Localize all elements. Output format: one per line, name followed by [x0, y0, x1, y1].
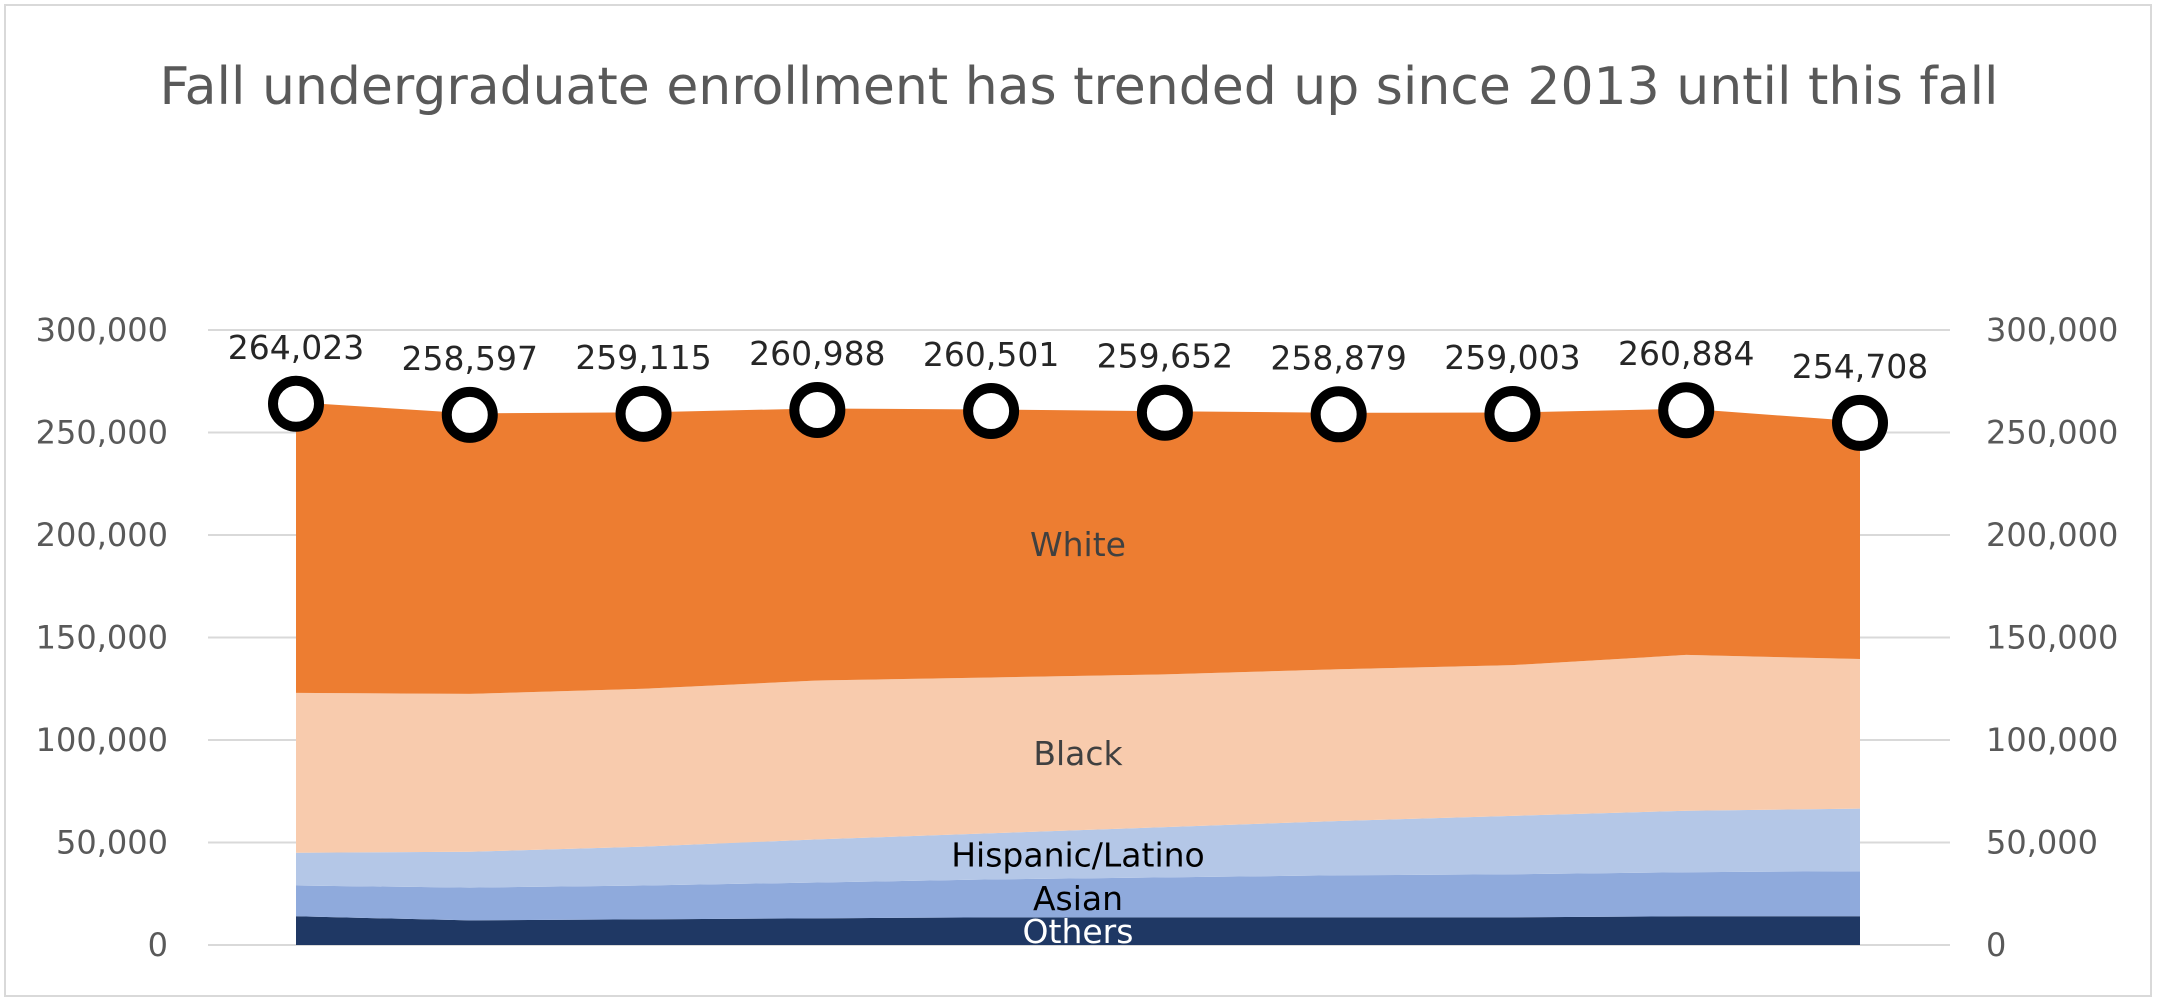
total-series-line [295, 402, 1861, 425]
y-tick-label-left: 50,000 [56, 824, 168, 862]
y-tick-label-left: 250,000 [36, 414, 168, 452]
total-marker [789, 381, 846, 438]
total-data-label: 259,115 [575, 338, 711, 377]
stacked-areas [296, 403, 1860, 945]
y-tick-label-right: 50,000 [1986, 824, 2098, 862]
y-tick-label-left: 0 [148, 926, 168, 964]
y-tick-label-right: 100,000 [1986, 721, 2118, 759]
total-marker [963, 382, 1020, 439]
area-hispanic-latino [296, 808, 1860, 888]
chart-title: Fall undergraduate enrollment has trende… [159, 57, 1999, 117]
total-marker [1658, 382, 1715, 439]
total-marker [268, 375, 324, 432]
total-data-label: 259,003 [1444, 338, 1580, 377]
y-tick-label-left: 100,000 [36, 721, 168, 759]
total-marker [1484, 386, 1541, 443]
total-data-label: 260,988 [749, 334, 885, 373]
area-white [296, 403, 1860, 694]
y-tick-label-right: 200,000 [1986, 516, 2118, 554]
y-tick-label-right: 0 [1986, 926, 2006, 964]
axes: 0 0 50,000 50,000 100,000 100,000 150,000 150,0… [36, 311, 2119, 964]
total-markers [268, 375, 1888, 451]
y-tick-label-right: 300,000 [1986, 311, 2118, 349]
series-label: Black [1033, 734, 1123, 773]
total-data-label: 260,501 [923, 335, 1059, 374]
y-tick-label-left: 300,000 [36, 311, 168, 349]
total-data-label: 264,023 [228, 328, 364, 367]
total-data-label: 260,884 [1618, 334, 1754, 373]
series-label: Asian [1033, 879, 1123, 918]
y-tick-label-left: 200,000 [36, 516, 168, 554]
total-data-label: 259,652 [1097, 337, 1233, 376]
total-data-label: 254,708 [1792, 347, 1928, 386]
y-tick-label-right: 150,000 [1986, 619, 2118, 657]
area-asian [296, 871, 1860, 921]
total-data-label: 258,597 [402, 339, 538, 378]
series-label: Hispanic/Latino [951, 835, 1205, 874]
total-marker [1310, 386, 1367, 443]
area-others [296, 916, 1860, 945]
area-black [296, 654, 1860, 853]
series-label: Others [1023, 912, 1134, 951]
total-marker [1136, 384, 1193, 441]
y-tick-label-left: 150,000 [36, 619, 168, 657]
total-data-label: 258,879 [1270, 338, 1406, 377]
total-line [295, 402, 1861, 425]
total-marker [441, 386, 498, 443]
total-marker [1832, 394, 1888, 451]
series-label: White [1030, 525, 1126, 564]
y-tick-label-right: 250,000 [1986, 414, 2118, 452]
total-marker [615, 385, 672, 442]
